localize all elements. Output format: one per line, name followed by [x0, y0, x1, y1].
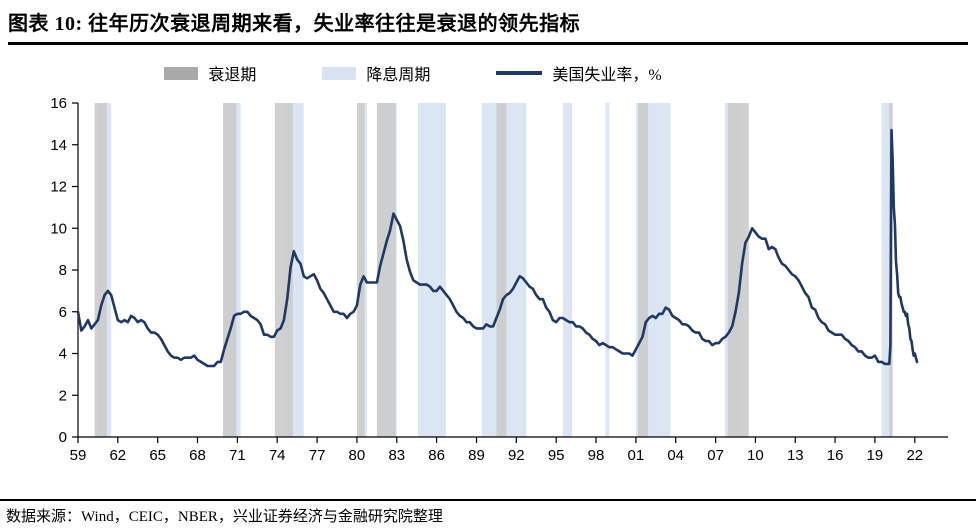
x-tick-label: 07 — [707, 447, 724, 464]
x-tick-label: 74 — [269, 447, 286, 464]
legend-item-unemployment: 美国失业率，% — [496, 61, 662, 85]
x-tick-label: 65 — [149, 447, 166, 464]
x-tick-label: 59 — [70, 447, 87, 464]
rate-cut-band — [605, 103, 610, 437]
x-tick-label: 83 — [388, 447, 405, 464]
x-tick-label: 04 — [667, 447, 684, 464]
recession-band — [376, 103, 396, 437]
unemployment-rate-line — [76, 128, 919, 368]
y-tick-label: 8 — [59, 262, 67, 279]
x-tick-label: 71 — [229, 447, 246, 464]
recession-band — [223, 103, 237, 437]
unemployment-line-swatch — [496, 71, 543, 75]
footer-divider — [0, 499, 976, 501]
recession-band — [638, 103, 649, 437]
x-tick-label: 16 — [827, 447, 844, 464]
x-tick-label: 19 — [867, 447, 884, 464]
x-tick-label: 98 — [588, 447, 605, 464]
y-tick-label: 16 — [50, 95, 67, 112]
y-tick-label: 6 — [59, 304, 67, 321]
rate-cut-band — [881, 103, 893, 437]
chart-legend: 衰退期 降息周期 美国失业率，% — [0, 61, 826, 85]
x-tick-label: 86 — [428, 447, 445, 464]
x-tick-label: 77 — [309, 447, 326, 464]
y-tick-label: 2 — [59, 387, 67, 404]
x-tick-label: 01 — [628, 447, 645, 464]
recession-swatch — [164, 66, 199, 80]
x-tick-label: 92 — [508, 447, 525, 464]
legend-item-rate-cut: 降息周期 — [322, 61, 430, 85]
legend-label-rate-cut: 降息周期 — [366, 67, 431, 84]
x-tick-label: 89 — [468, 447, 485, 464]
x-tick-label: 80 — [349, 447, 366, 464]
rate-cut-swatch — [322, 66, 357, 80]
recession-band — [727, 103, 749, 437]
legend-label-recession: 衰退期 — [208, 67, 257, 84]
y-tick-label: 14 — [50, 137, 67, 154]
chart-footer: 数据来源：Wind，CEIC，NBER，兴业证券经济与金融研究院整理 — [0, 499, 976, 532]
title-underline — [8, 42, 968, 45]
x-tick-label: 13 — [787, 447, 804, 464]
rate-cut-band — [418, 103, 446, 437]
x-tick-label: 10 — [747, 447, 764, 464]
x-tick-label: 62 — [109, 447, 126, 464]
recession-band — [94, 103, 107, 437]
chart-header: 图表 10: 往年历次衰退周期来看，失业率往往是衰退的领先指标 — [0, 0, 976, 45]
x-tick-label: 95 — [548, 447, 565, 464]
recession-band — [496, 103, 507, 437]
rate-cut-band — [562, 103, 573, 437]
recession-band — [275, 103, 293, 437]
recession-band — [356, 103, 365, 437]
legend-item-recession: 衰退期 — [164, 61, 256, 85]
y-tick-label: 4 — [59, 346, 67, 363]
y-tick-label: 12 — [50, 179, 67, 196]
chart-title: 图表 10: 往年历次衰退周期来看，失业率往往是衰退的领先指标 — [8, 13, 581, 35]
legend-label-unemployment: 美国失业率，% — [552, 67, 662, 84]
y-tick-label: 0 — [59, 429, 67, 446]
y-tick-label: 10 — [50, 220, 67, 237]
x-tick-label: 22 — [906, 447, 923, 464]
x-tick-label: 68 — [189, 447, 206, 464]
data-source: 数据来源：Wind，CEIC，NBER，兴业证券经济与金融研究院整理 — [6, 509, 443, 525]
